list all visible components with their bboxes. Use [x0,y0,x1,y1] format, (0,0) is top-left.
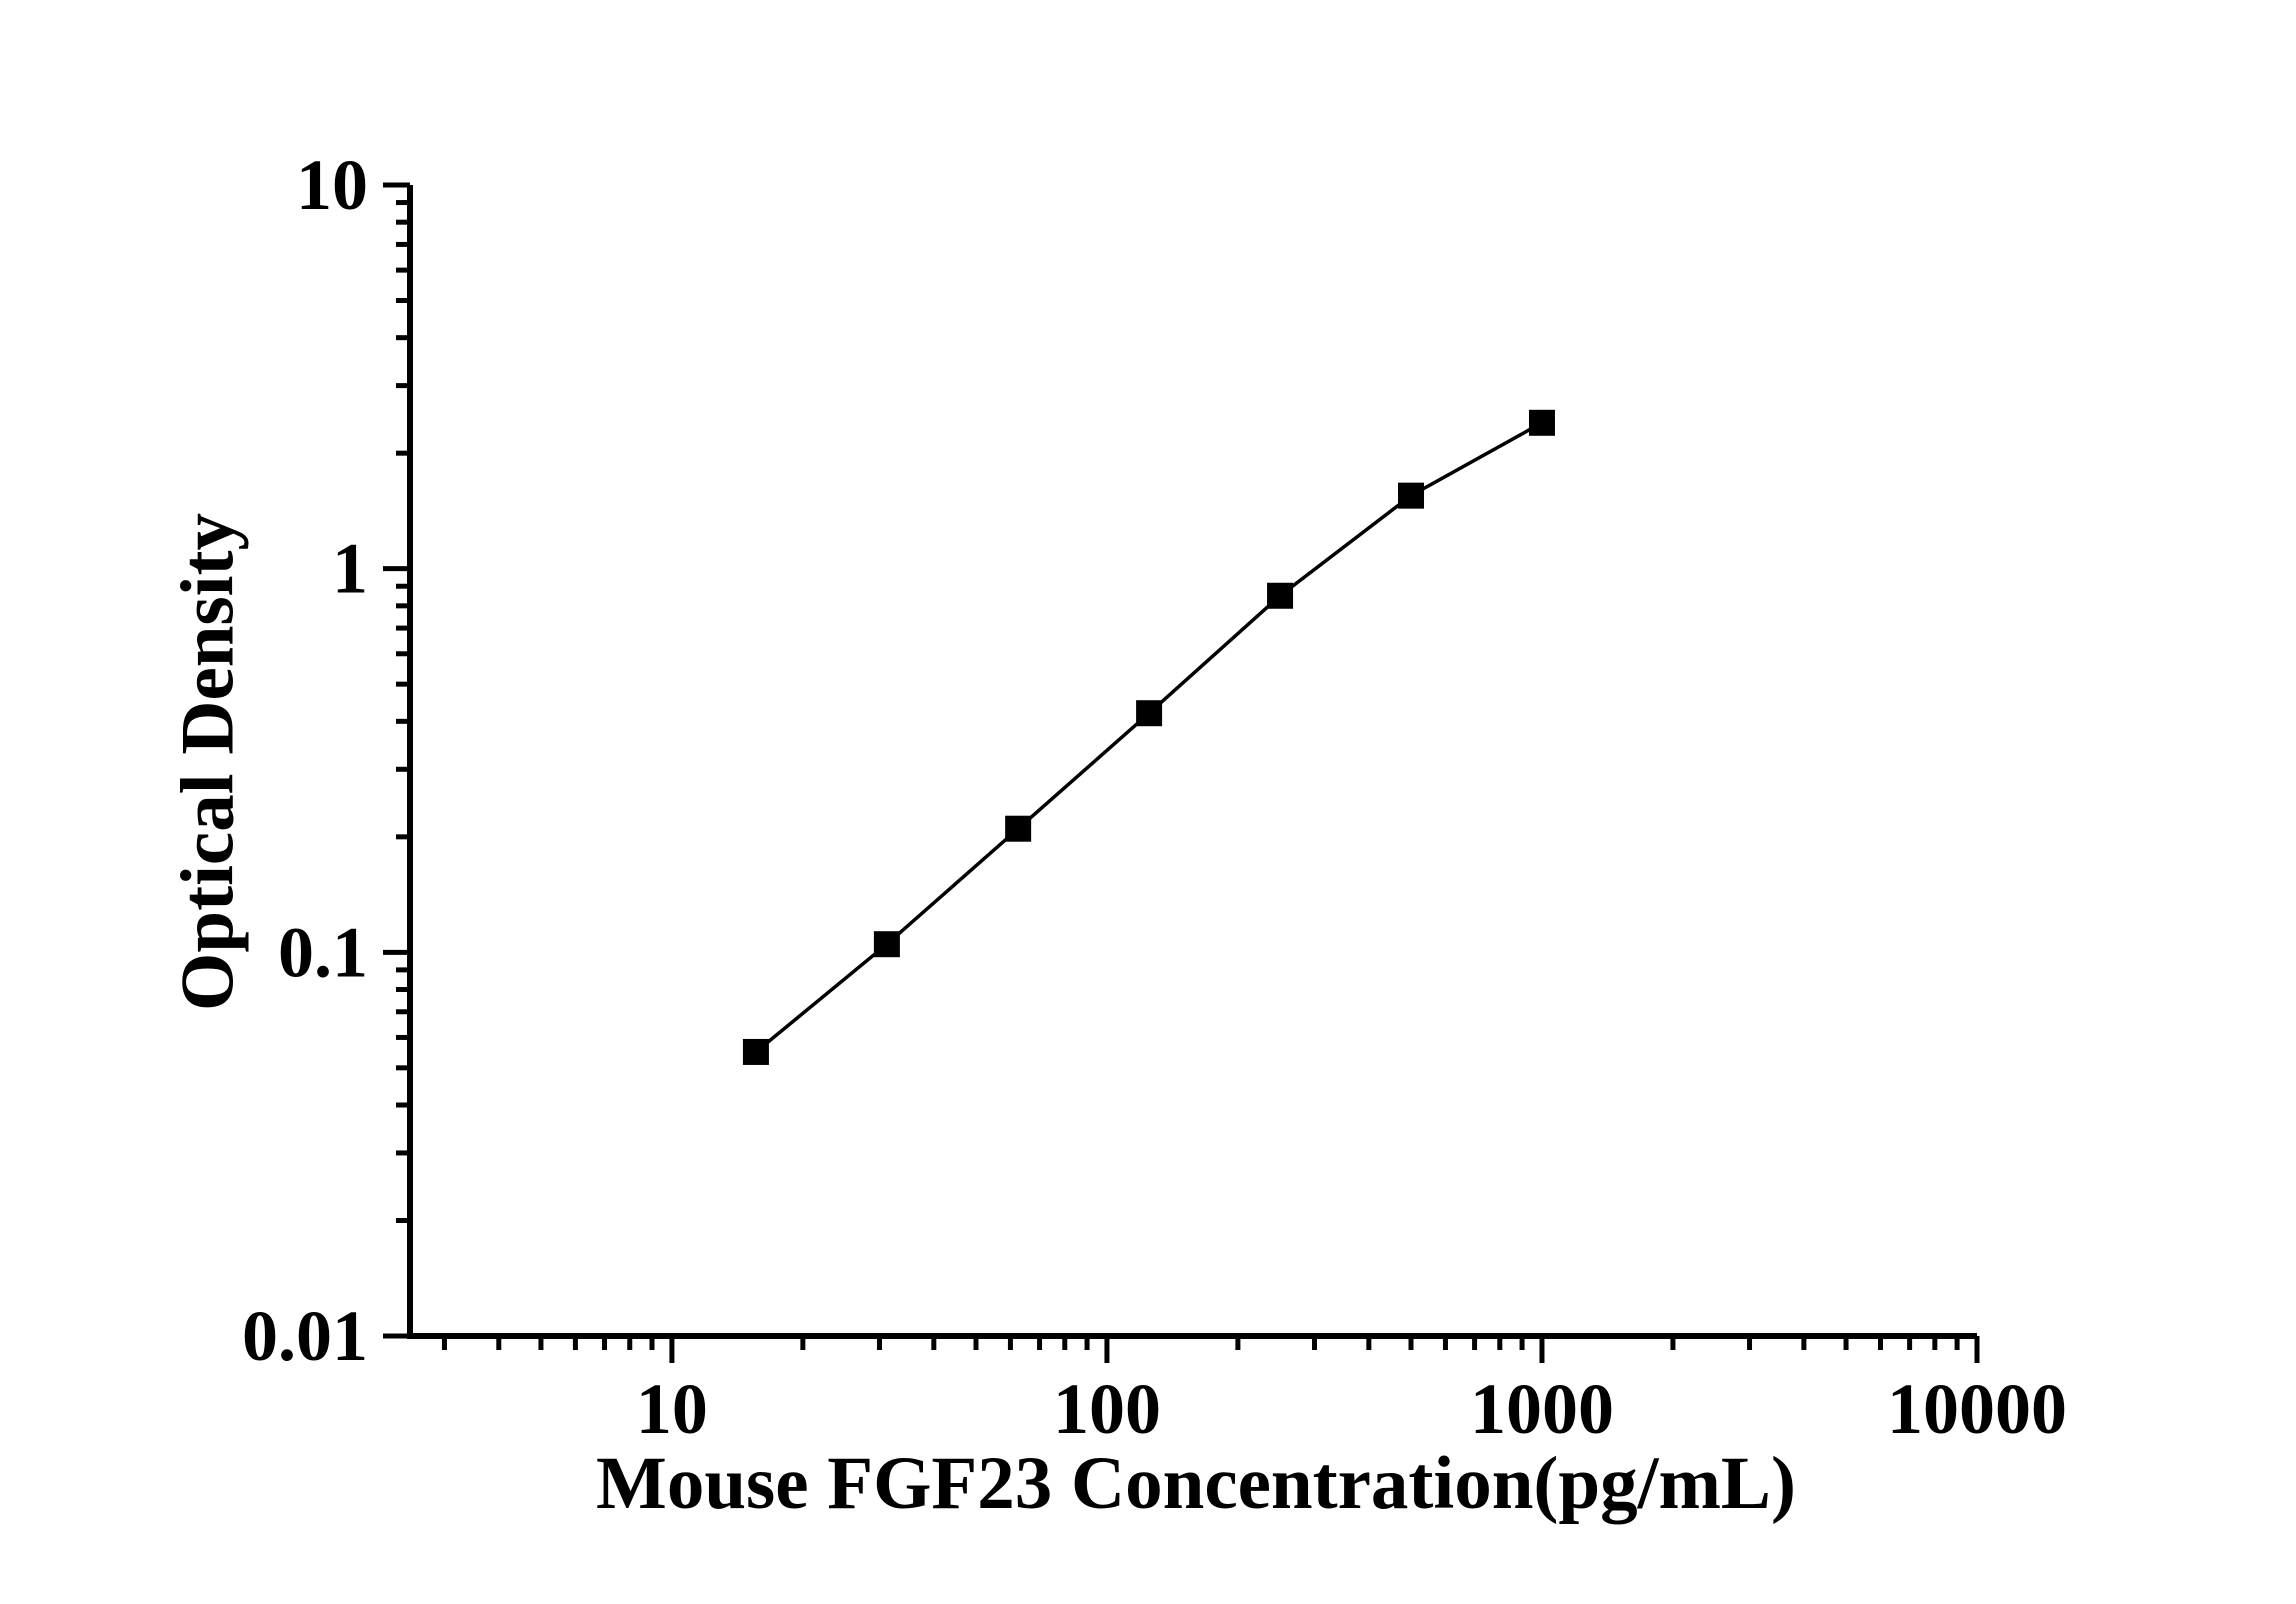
x-tick-label: 10000 [1887,1369,2067,1449]
series-group [742,409,1555,1065]
axes-group [407,185,1977,1339]
data-point-marker [873,931,900,958]
x-tick-label: 10 [636,1369,708,1449]
x-tick-label: 100 [1053,1369,1161,1449]
y-axis-title: Optical Density [167,513,250,1011]
data-point-marker [1398,482,1425,509]
x-tick-label: 1000 [1470,1369,1614,1449]
data-point-marker [1005,815,1032,842]
y-tick-label: 10 [296,145,368,225]
data-point-marker [1267,582,1294,609]
y-tick-label: 0.01 [242,1296,368,1376]
x-axis-title: Mouse FGF23 Concentration(pg/mL) [596,1442,1796,1525]
data-point-marker [1528,409,1555,436]
series-line [754,421,1543,1054]
tick-label-group: 10 100 1000 10000 10 1 0.1 0.01 [242,145,2067,1449]
tick-group [383,182,1980,1363]
y-tick-label: 0.1 [278,912,368,992]
data-point-marker [742,1038,769,1065]
y-tick-label: 1 [332,529,368,609]
axis-lines [407,185,1977,1339]
data-point-marker [1136,700,1163,727]
